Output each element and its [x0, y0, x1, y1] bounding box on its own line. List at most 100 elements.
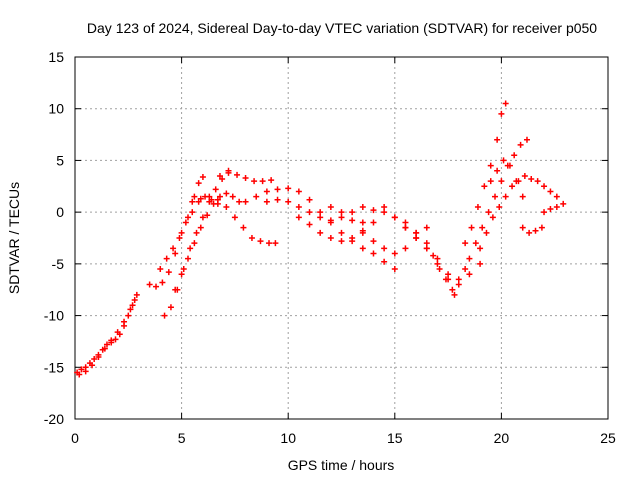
data-point	[359, 219, 366, 226]
data-point	[381, 203, 388, 210]
data-point	[449, 286, 456, 293]
data-point	[436, 266, 443, 273]
data-point	[547, 206, 554, 213]
data-point	[306, 209, 313, 216]
data-point	[523, 136, 530, 143]
data-point	[509, 183, 516, 190]
data-point	[225, 169, 232, 176]
data-point	[466, 271, 473, 278]
data-point	[327, 203, 334, 210]
data-point	[101, 345, 108, 352]
data-point	[306, 221, 313, 228]
data-point	[187, 245, 194, 252]
chart-title: Day 123 of 2024, Sidereal Day-to-day VTE…	[87, 20, 597, 36]
data-point	[197, 195, 204, 202]
x-tick-label: 5	[178, 430, 186, 446]
data-point	[89, 362, 96, 369]
data-point	[560, 200, 567, 207]
data-point	[193, 229, 200, 236]
data-point	[189, 198, 196, 205]
x-tick-label: 15	[387, 430, 403, 446]
data-point	[242, 175, 249, 182]
data-point	[526, 229, 533, 236]
data-point	[538, 224, 545, 231]
data-point	[338, 214, 345, 221]
data-point	[413, 229, 420, 236]
data-point	[206, 193, 213, 200]
x-tick-label: 10	[280, 430, 296, 446]
data-point	[112, 336, 119, 343]
y-tick-label: 15	[48, 49, 64, 65]
data-point	[103, 341, 110, 348]
data-point	[178, 271, 185, 278]
series-arc-5	[157, 193, 221, 273]
data-point	[553, 193, 560, 200]
ticks: 0 5 10 15 20 25 15 10 5 0 -5 -10 -15 -20	[44, 49, 616, 446]
x-tick-label: 0	[71, 430, 79, 446]
x-tick-label: 25	[600, 430, 616, 446]
data-point	[223, 190, 230, 197]
series-arc-12	[327, 203, 430, 257]
data-point	[240, 224, 247, 231]
data-point	[381, 209, 388, 216]
data-point	[285, 185, 292, 192]
data-point	[195, 198, 202, 205]
data-point	[502, 193, 509, 200]
data-point	[349, 217, 356, 224]
data-point	[274, 196, 281, 203]
data-point	[402, 245, 409, 252]
data-point	[165, 269, 172, 276]
data-point	[208, 196, 215, 203]
series-arc-16	[462, 100, 509, 247]
data-point	[159, 279, 166, 286]
data-point	[521, 172, 528, 179]
series-arc-19	[487, 157, 526, 200]
y-tick-label: -5	[52, 256, 65, 272]
data-point	[430, 252, 437, 259]
data-point	[472, 240, 479, 247]
data-point	[506, 162, 513, 169]
data-point	[423, 245, 430, 252]
data-point	[172, 286, 179, 293]
y-axis-title: SDTVAR / TECUs	[6, 182, 22, 294]
plot-frame	[74, 56, 609, 420]
data-point	[199, 173, 206, 180]
data-point	[231, 214, 238, 221]
data-point	[455, 276, 462, 283]
data-point	[519, 193, 526, 200]
data-point	[210, 200, 217, 207]
data-point	[381, 258, 388, 265]
data-point	[338, 209, 345, 216]
data-point	[370, 238, 377, 245]
data-point	[381, 245, 388, 252]
series-arc-6	[172, 190, 243, 293]
data-point	[391, 266, 398, 273]
data-point	[176, 235, 183, 241]
data-point	[359, 203, 366, 210]
data-point	[251, 178, 258, 185]
data-point	[242, 198, 249, 205]
data-point	[257, 238, 264, 245]
data-point	[184, 255, 191, 262]
data-point	[191, 240, 198, 247]
data-point	[485, 209, 492, 216]
data-point	[477, 260, 484, 267]
data-point	[214, 196, 221, 203]
data-point	[455, 281, 462, 288]
data-point	[131, 297, 138, 304]
data-point	[191, 193, 198, 200]
data-point	[462, 240, 469, 247]
data-point	[327, 217, 334, 224]
data-point	[114, 329, 121, 336]
data-point	[528, 176, 535, 183]
data-point	[445, 271, 452, 278]
data-point	[391, 214, 398, 221]
data-point	[195, 180, 202, 187]
data-point	[338, 229, 345, 236]
data-point	[253, 193, 260, 200]
data-point	[494, 136, 501, 143]
data-point	[434, 260, 441, 267]
data-point	[474, 203, 481, 210]
data-point	[317, 214, 324, 221]
data-point	[295, 214, 302, 221]
